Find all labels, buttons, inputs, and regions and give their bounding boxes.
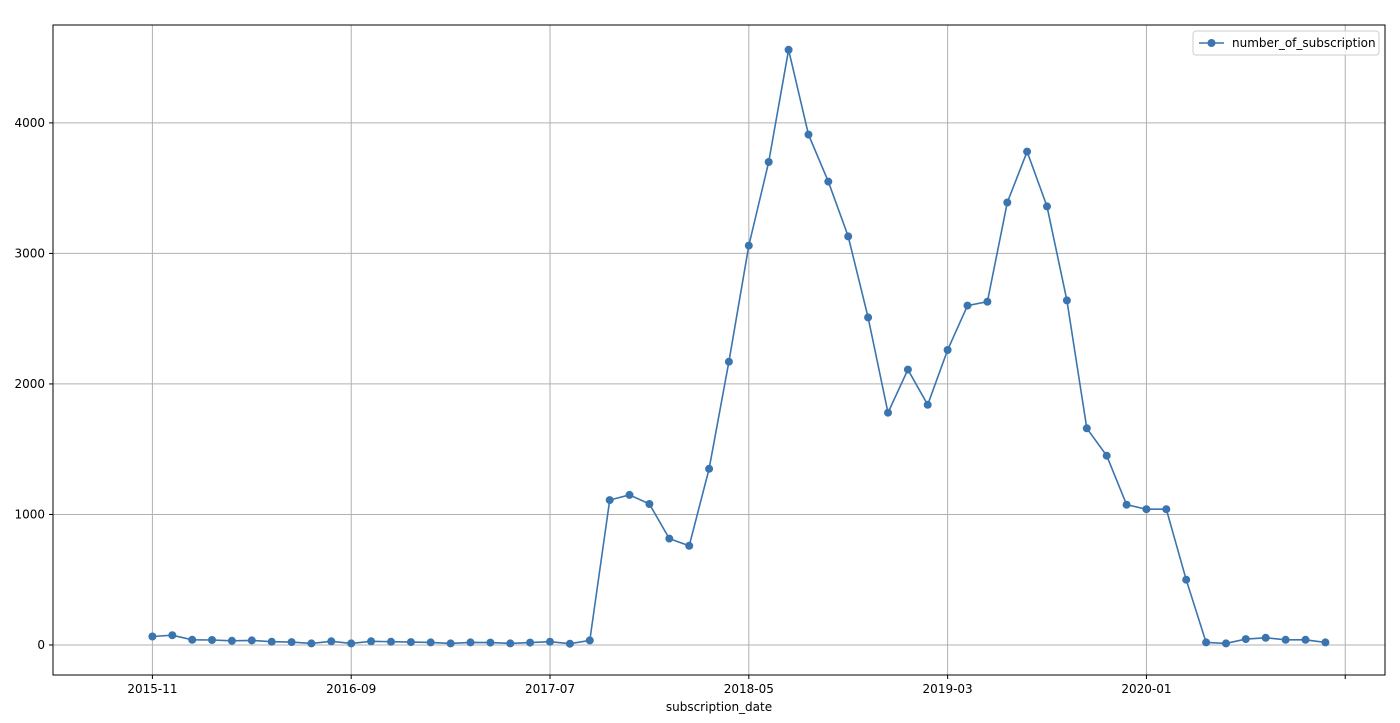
data-point [844,232,853,241]
data-point [804,130,813,139]
x-tick-label: 2019-03 [923,682,973,696]
legend-box [1192,30,1380,56]
data-point [565,639,574,648]
data-point [287,638,296,647]
y-tick-label: 0 [37,638,45,652]
legend-label: number_of_subscription [1232,36,1376,50]
data-point [864,313,873,322]
data-point [903,365,912,374]
data-point [1003,198,1012,207]
data-point [227,636,236,645]
y-tick-label: 1000 [14,507,45,521]
data-point [605,496,614,505]
data-point [1122,500,1131,509]
data-point [1102,451,1111,460]
x-tick-label: 2020-01 [1121,682,1171,696]
data-point [1281,635,1290,644]
x-tick-label: 2018-05 [724,682,774,696]
data-point [625,490,634,499]
data-point [208,636,216,644]
data-point [267,637,276,646]
data-point [367,637,376,646]
data-point [764,158,773,166]
data-point [983,297,992,306]
data-point [347,639,356,648]
y-axis: 0 1000 2000 3000 4000 [14,116,53,652]
data-point [546,637,554,646]
x-tick-label: 2016-09 [326,682,376,696]
data-point [1082,424,1091,433]
data-point [1142,505,1151,514]
data-point [665,534,674,543]
data-point [247,636,256,645]
data-point [1043,202,1051,211]
data-point [884,408,892,417]
data-point [486,638,495,647]
data-point [1062,296,1071,305]
data-point [1182,575,1191,584]
legend: number_of_subscription [1192,30,1380,56]
data-point [426,638,435,647]
data-point [526,638,535,647]
data-point [506,639,515,648]
data-point [327,637,336,646]
data-point [168,631,177,640]
data-point [645,500,654,508]
data-point [1162,505,1171,514]
data-point [1301,635,1310,644]
data-point [406,638,415,647]
x-axis-title: subscription_date [666,700,772,714]
data-point [446,639,455,648]
data-point [1023,147,1032,156]
data-point [188,635,197,644]
data-point [784,45,793,54]
data-point [585,636,594,645]
legend-marker-sample [1207,39,1216,47]
data-point [148,632,157,641]
data-point [744,241,753,250]
data-point [1202,638,1211,647]
data-point [685,541,694,550]
y-tick-label: 4000 [14,116,45,130]
data-point [1222,639,1230,648]
data-point [1241,635,1250,644]
x-tick-label: 2017-07 [525,682,575,696]
data-point [387,637,395,646]
plot-background [53,25,1385,675]
data-point [705,464,714,473]
grid-lines [53,25,1385,675]
y-tick-label: 3000 [14,246,45,260]
x-axis: 2015-11 2016-09 2017-07 2018-05 2019-03 2020-… [127,675,1346,696]
plot-frame [52,24,1386,676]
x-tick-label: 2015-11 [127,682,177,696]
data-point [824,177,833,186]
y-tick-label: 2000 [14,377,45,391]
data-point [943,346,952,354]
data-point [1261,633,1270,642]
data-point [724,357,733,366]
series-layer [148,45,1330,648]
data-point [1321,638,1330,647]
data-point [963,301,972,310]
data-point [466,638,475,647]
data-point [923,400,932,409]
data-point [307,639,316,648]
